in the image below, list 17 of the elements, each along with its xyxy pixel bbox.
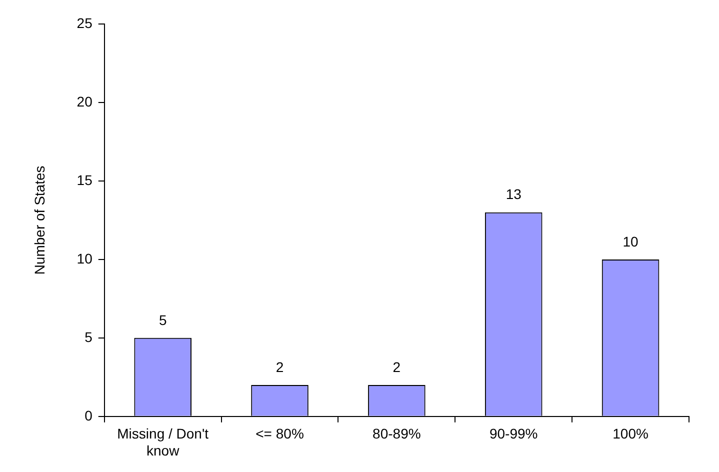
y-tick-label: 0 <box>84 407 93 424</box>
y-tick-label: 10 <box>76 250 93 266</box>
data-label: 13 <box>506 186 522 202</box>
data-label: 5 <box>158 312 167 328</box>
x-tick-label: 90-99% <box>489 426 538 442</box>
x-tick-label: 80-89% <box>372 426 421 442</box>
data-label: 2 <box>392 358 401 375</box>
y-axis-title: Number of States <box>31 166 48 275</box>
y-tick-label: 15 <box>76 172 93 188</box>
data-label: 2 <box>276 358 284 375</box>
y-tick-label: 20 <box>76 93 93 110</box>
x-tick-label: Missing / Don't know <box>117 426 209 458</box>
data-label: 10 <box>622 233 639 250</box>
x-tick-label: <= 80% <box>256 426 304 442</box>
y-tick-label: 25 <box>76 14 93 31</box>
x-tick-label: 100% <box>612 426 648 442</box>
y-tick-label: 5 <box>84 328 93 345</box>
